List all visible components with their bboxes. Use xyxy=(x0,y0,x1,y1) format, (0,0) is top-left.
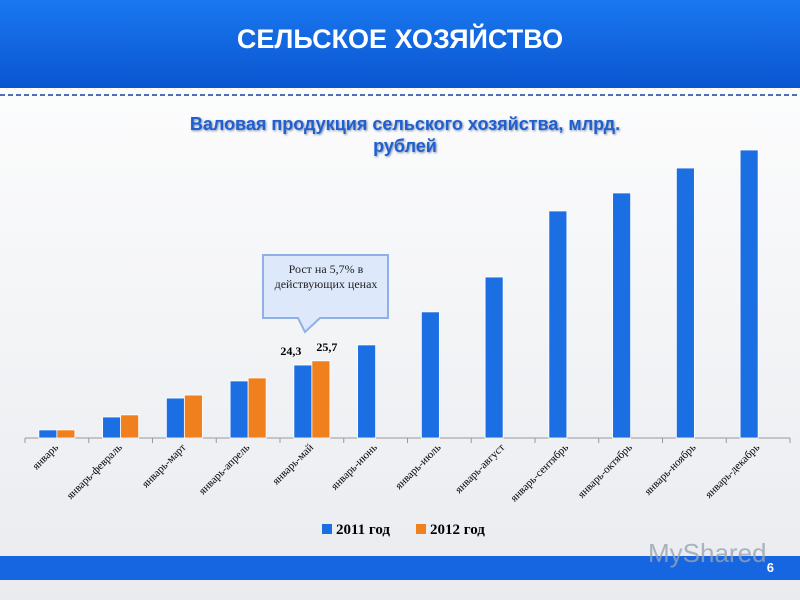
x-tick-label: январь-июль xyxy=(393,442,443,492)
x-tick-label: январь-октябрь xyxy=(576,442,635,501)
bar xyxy=(229,380,249,439)
legend-swatch xyxy=(416,524,426,534)
bar xyxy=(120,414,140,439)
footer-band xyxy=(0,556,800,580)
x-tick-label: январь xyxy=(30,442,61,473)
bar xyxy=(612,192,632,439)
x-tick-label: январь-август xyxy=(453,442,507,496)
chart-title: Валовая продукция сельского хозяйства, м… xyxy=(189,114,621,156)
bar xyxy=(420,311,440,439)
bar xyxy=(247,377,267,439)
header-title: СЕЛЬСКОЕ ХОЗЯЙСТВО xyxy=(236,24,564,54)
bar xyxy=(484,276,504,439)
bar xyxy=(293,364,313,439)
callout-box xyxy=(262,254,389,334)
x-tick-label: январь-декабрь xyxy=(703,442,762,501)
x-tick-label: январь-июнь xyxy=(329,442,380,493)
x-tick-label: январь-май xyxy=(270,442,316,488)
header-band xyxy=(0,0,800,88)
bar xyxy=(357,344,377,439)
legend-swatch xyxy=(322,524,332,534)
bar xyxy=(739,149,759,439)
bar xyxy=(38,429,58,439)
x-tick-label: январь-сентябрь xyxy=(508,442,571,505)
bar xyxy=(102,416,122,439)
legend-label: 2012 год xyxy=(430,522,485,538)
x-tick-label: январь-апрель xyxy=(197,442,253,498)
bar xyxy=(56,429,76,439)
x-tick-label: январь-март xyxy=(140,442,189,491)
value-label: 24,3 xyxy=(280,344,301,358)
legend-label: 2011 год xyxy=(336,522,390,538)
annotation: Рост на 5,7% в действующих ценах xyxy=(274,262,378,291)
x-tick-label: январь-февраль xyxy=(64,442,124,502)
watermark: MyShared xyxy=(648,538,767,568)
bar xyxy=(675,167,695,439)
bar xyxy=(183,394,203,439)
x-tick-label: январь-ноябрь xyxy=(642,442,698,498)
value-label: 25,7 xyxy=(316,340,337,354)
bar xyxy=(548,210,568,439)
bar xyxy=(165,397,185,439)
page-number: 6 xyxy=(766,560,774,575)
bar xyxy=(311,360,331,439)
